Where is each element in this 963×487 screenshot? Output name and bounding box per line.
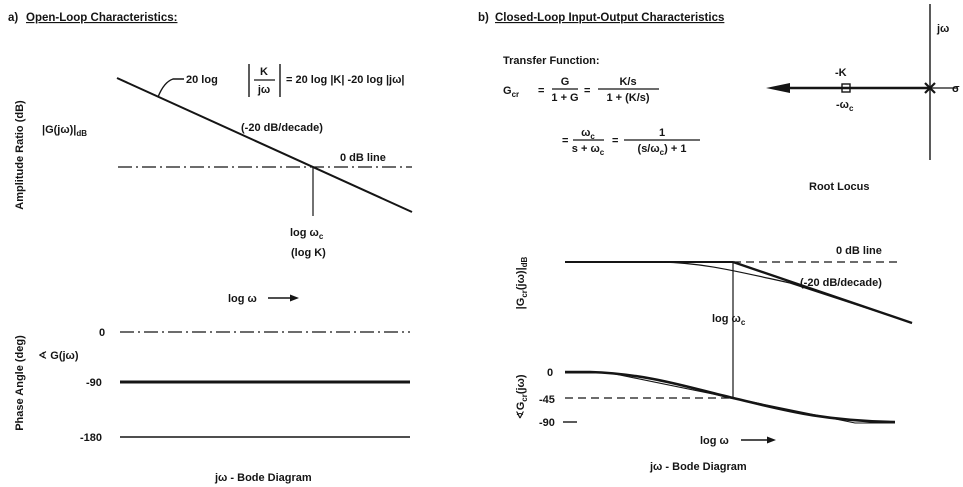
equation-rest: = 20 log |K| -20 log |jω|	[286, 74, 405, 86]
tf-f1-denominator: 1 + G	[551, 92, 578, 104]
transfer-function: Transfer Function: Gcr = G 1 + G = K/s 1…	[503, 55, 700, 157]
closed-loop-pole-marker	[841, 83, 851, 93]
crossover-label: log ωc	[290, 227, 324, 241]
tf-f4-denominator-tail: ) + 1	[664, 143, 686, 155]
tf-f2-denominator: 1 + (K/s)	[606, 92, 649, 104]
cl-crossover-label: log ωc	[712, 313, 746, 327]
cl-zero-db-label: 0 dB line	[836, 245, 882, 257]
tf-f4-denominator: (s/ωc) + 1	[638, 143, 687, 157]
zero-label: -K	[835, 67, 847, 79]
pole-label: -ωc	[836, 99, 854, 113]
cl-magnitude-subscript: cr	[520, 290, 529, 298]
cl-magnitude-main: |G	[515, 298, 527, 310]
cl-crossover-label-subscript: c	[741, 318, 746, 327]
crossover-label-subscript: c	[319, 232, 324, 241]
cl-frequency-arrow-head	[767, 436, 776, 444]
tf-lhs-subscript: cr	[512, 90, 520, 99]
tf-f3-numerator-main: ω	[581, 127, 590, 139]
tf-eq1: =	[538, 85, 544, 97]
cl-phase-symbol: ∢Gcr(jω)	[515, 374, 529, 419]
phase-tick-minus-180: -180	[80, 432, 102, 444]
tf-eq4: =	[612, 135, 618, 147]
frequency-arrow-head	[290, 294, 299, 302]
cl-phase-tick-minus-90: -90	[539, 417, 555, 429]
pole-label-main: -ω	[836, 99, 849, 111]
cl-magnitude-unit: dB	[520, 256, 529, 267]
amplitude-axis-label: Amplitude Ratio (dB)	[14, 100, 26, 210]
tf-f4-denominator-main: (s/ω	[638, 143, 660, 155]
magnitude-symbol-subscript: dB	[76, 129, 87, 138]
panel-a-title: Open-Loop Characteristics:	[26, 12, 177, 24]
phase-symbol: ∢ G(jω)	[38, 350, 79, 362]
transfer-function-heading: Transfer Function:	[503, 55, 600, 67]
cl-phase-main: ∢G	[515, 402, 527, 420]
frequency-axis-label: log ω	[228, 293, 257, 305]
crossover-label-main: log ω	[290, 227, 319, 239]
panel-b-label: b)	[478, 12, 489, 24]
tf-eq3: =	[562, 135, 568, 147]
tf-lhs: Gcr	[503, 85, 519, 99]
cl-crossover-label-main: log ω	[712, 313, 741, 325]
cl-phase-tail: (jω)	[515, 374, 527, 394]
root-locus: jω -K -ωc σ Root Locus	[766, 4, 960, 193]
cl-phase-subscript: cr	[520, 394, 529, 402]
root-locus-caption: Root Locus	[809, 181, 870, 193]
cl-phase-curve	[565, 370, 896, 424]
cl-magnitude-curve	[659, 261, 913, 324]
phase-axis-label: Phase Angle (deg)	[14, 335, 26, 431]
real-axis-label: σ	[952, 83, 960, 95]
tf-f3-denominator: s + ωc	[572, 143, 605, 157]
panel-a-caption: jω - Bode Diagram	[214, 472, 312, 484]
phase-tick-minus-90: -90	[86, 377, 102, 389]
panel-b-title: Closed-Loop Input-Output Characteristics	[495, 12, 724, 24]
open-loop-equation: 20 log K jω = 20 log |K| -20 log |jω|	[186, 64, 405, 97]
panel-b-caption: jω - Bode Diagram	[649, 461, 747, 473]
equation-prefix: 20 log	[186, 74, 218, 86]
locus-direction-arrow	[766, 83, 790, 93]
equation-leader-line	[157, 78, 184, 98]
panel-a: a) Open-Loop Characteristics: Amplitude …	[8, 12, 413, 484]
open-loop-magnitude-line	[116, 77, 413, 213]
crossover-gain-label: (log K)	[291, 247, 326, 259]
tf-f3-denominator-main: s + ω	[572, 143, 600, 155]
tf-lhs-main: G	[503, 85, 512, 97]
magnitude-symbol: |G(jω)|dB	[42, 124, 87, 138]
zero-db-label: 0 dB line	[340, 152, 386, 164]
cl-magnitude-tail: (jω)|	[515, 267, 527, 290]
cl-phase-tick-0: 0	[547, 367, 553, 379]
panel-a-label: a)	[8, 12, 18, 24]
tf-f4-denominator-subscript: c	[660, 148, 665, 157]
closed-loop-bode: |Gcr(jω)|dB 0 dB line (-20 dB/decade) lo…	[515, 245, 913, 473]
panel-b: b) Closed-Loop Input-Output Characterist…	[478, 4, 960, 473]
cl-magnitude-symbol: |Gcr(jω)|dB	[515, 256, 529, 309]
tf-f3-denominator-subscript: c	[600, 148, 605, 157]
tf-f2-numerator: K/s	[619, 76, 636, 88]
phase-tick-0: 0	[99, 327, 105, 339]
imaginary-axis-label: jω	[936, 23, 949, 35]
tf-eq2: =	[584, 85, 590, 97]
tf-f1-numerator: G	[561, 76, 570, 88]
cl-slope-label: (-20 dB/decade)	[800, 277, 882, 289]
cl-frequency-axis-label: log ω	[700, 435, 729, 447]
tf-f3-numerator-subscript: c	[590, 132, 595, 141]
equation-denominator: jω	[257, 84, 270, 96]
magnitude-symbol-main: |G(jω)|	[42, 124, 76, 136]
cl-phase-tick-minus-45: -45	[539, 394, 555, 406]
tf-f4-numerator: 1	[659, 127, 665, 139]
slope-label: (-20 dB/decade)	[241, 122, 323, 134]
pole-label-subscript: c	[849, 104, 854, 113]
tf-f3-numerator: ωc	[581, 127, 595, 141]
pole-x-mark	[924, 82, 936, 94]
equation-numerator: K	[260, 66, 268, 78]
